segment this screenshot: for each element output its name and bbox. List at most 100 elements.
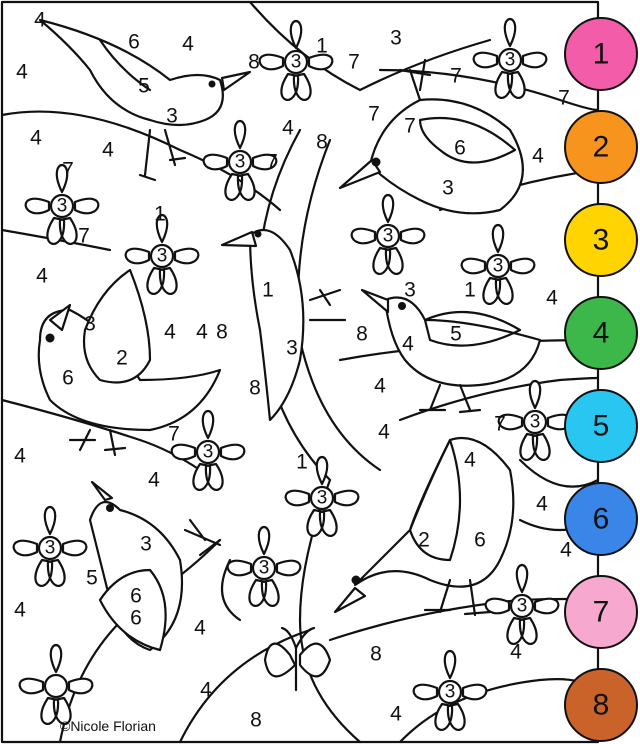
region-number: 3 — [286, 337, 298, 360]
bird-top-right — [338, 58, 524, 215]
region-number: 4 — [164, 321, 176, 344]
region-number: 1 — [296, 451, 308, 474]
flower-center-number: 3 — [505, 50, 516, 71]
region-number: 4 — [148, 469, 160, 492]
region-number: 1 — [262, 279, 274, 302]
palette-swatch-5 — [564, 389, 638, 463]
flower-center-number: 3 — [259, 558, 270, 579]
region-number: 5 — [138, 75, 150, 98]
flower-center-number: 3 — [530, 412, 541, 433]
region-number: 7 — [450, 65, 462, 88]
flower-6 — [350, 194, 426, 275]
region-number: 4 — [464, 449, 476, 472]
flower-3 — [202, 120, 278, 201]
region-number: 8 — [370, 643, 382, 666]
region-number: 8 — [250, 709, 262, 732]
region-number: 8 — [216, 321, 228, 344]
region-number: 4 — [200, 679, 212, 702]
region-number: 6 — [128, 31, 140, 54]
butterfly — [263, 626, 332, 692]
flower-center-number: 3 — [493, 256, 504, 277]
region-number: 6 — [130, 585, 142, 608]
palette-number-2: 2 — [593, 131, 610, 164]
region-number: 7 — [168, 423, 180, 446]
region-number: 4 — [102, 139, 114, 162]
region-number: 6 — [130, 607, 142, 630]
region-number: 4 — [194, 617, 206, 640]
region-number: 4 — [378, 421, 390, 444]
flower-1 — [258, 20, 334, 101]
palette-swatch-3 — [564, 203, 638, 277]
region-number: 4 — [402, 333, 414, 356]
region-number: 1 — [154, 203, 166, 226]
region-number: 4 — [282, 117, 294, 140]
region-number: 7 — [494, 413, 506, 436]
region-number: 4 — [532, 145, 544, 168]
region-number: 1 — [316, 35, 328, 58]
region-number: 3 — [404, 279, 416, 302]
palette-swatch-4 — [564, 296, 638, 370]
region-number: 4 — [36, 265, 48, 288]
region-number: 8 — [356, 323, 368, 346]
region-number: 4 — [546, 287, 558, 310]
region-number: 4 — [536, 493, 548, 516]
region-number: 4 — [30, 127, 42, 150]
region-number: 8 — [248, 51, 260, 74]
flower-9 — [497, 380, 573, 461]
flower-11 — [12, 506, 88, 587]
region-number: 7 — [62, 159, 74, 182]
palette-number-1: 1 — [593, 38, 610, 71]
region-number: 4 — [14, 445, 26, 468]
region-number: 4 — [560, 539, 572, 562]
region-number: 3 — [166, 105, 178, 128]
region-number: 4 — [510, 641, 522, 664]
flower-center-number: 3 — [203, 442, 214, 463]
region-number: 4 — [34, 9, 46, 32]
region-number: 7 — [348, 51, 360, 74]
region-number: 4 — [196, 321, 208, 344]
flower-5 — [124, 214, 200, 295]
page-frame — [0, 0, 600, 744]
region-number: 6 — [474, 529, 486, 552]
region-number: 6 — [62, 367, 74, 390]
bird-bottom-right — [333, 436, 515, 617]
birds — [37, 18, 542, 652]
palette-swatch-1 — [564, 17, 638, 91]
flower-center-numbers: 3 3 3 3 3 3 3 3 3 3 3 3 3 3 — [45, 50, 541, 703]
region-number: 7 — [404, 115, 416, 138]
bird-center — [220, 228, 347, 422]
region-number: 7 — [368, 103, 380, 126]
flower-center-number: 3 — [57, 196, 68, 217]
region-number: 2 — [418, 529, 430, 552]
palette-number-8: 8 — [593, 689, 610, 722]
palette-swatch-6 — [564, 482, 638, 556]
flower-center-number: 3 — [317, 488, 328, 509]
palette-swatch-8 — [564, 668, 638, 742]
palette-number-7: 7 — [593, 596, 610, 629]
region-number: 4 — [390, 703, 402, 726]
bird-top-left — [38, 18, 252, 182]
palette-number-5: 5 — [593, 410, 610, 443]
region-number: 1 — [464, 279, 476, 302]
palette-number-3: 3 — [593, 224, 610, 257]
flower-13 — [484, 564, 560, 645]
flower-14 — [18, 644, 94, 725]
region-number: 7 — [558, 87, 570, 110]
region-number: 8 — [316, 131, 328, 154]
flower-center-number: 3 — [157, 246, 168, 267]
bird-middle-left — [37, 268, 222, 457]
flower-center-number: 3 — [291, 52, 302, 73]
region-number: 4 — [16, 61, 28, 84]
flower-10 — [284, 456, 360, 537]
flower-center-number: 3 — [445, 682, 456, 703]
flower-center-number: 3 — [45, 538, 56, 559]
region-number: 3 — [140, 533, 152, 556]
flower-2 — [472, 18, 548, 99]
flower-center-number: 3 — [383, 226, 394, 247]
flower-center-number: 3 — [235, 152, 246, 173]
region-number: 4 — [14, 599, 26, 622]
palette-number-6: 6 — [593, 503, 610, 536]
